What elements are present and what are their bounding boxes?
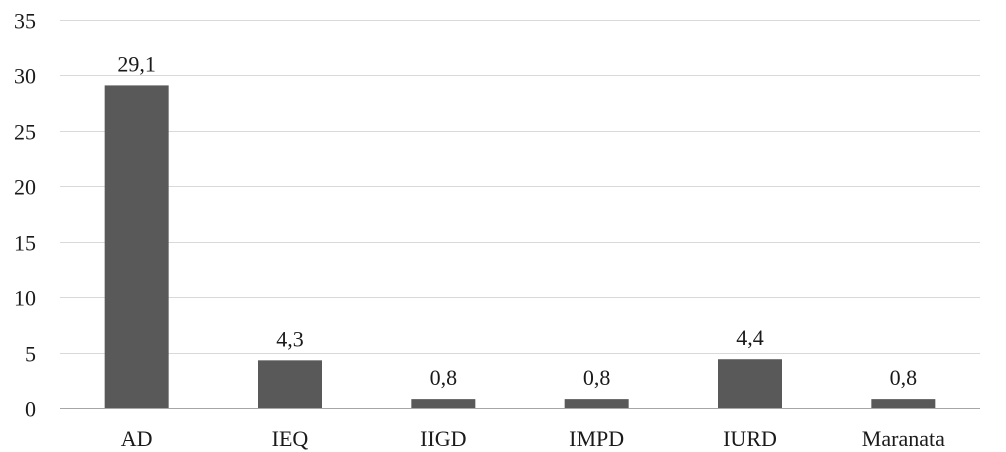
bar-iigd [411,399,476,408]
y-tick-label-15: 15 [14,231,36,256]
x-category-label-iigd: IIGD [420,426,466,451]
data-label-ad: 29,1 [117,51,156,76]
bar-maranata [871,399,936,408]
bars [104,85,936,409]
y-tick-label-0: 0 [25,397,36,422]
data-labels: 29,1 4,3 0,8 0,8 4,4 0,8 [117,51,917,390]
y-tick-label-35: 35 [14,9,36,34]
bar-ieq [258,360,322,408]
y-tick-label-10: 10 [14,286,36,311]
x-category-label-impd: IMPD [569,426,624,451]
x-category-label-ieq: IEQ [272,426,309,451]
data-label-iigd: 0,8 [430,365,458,390]
data-label-maranata: 0,8 [890,365,918,390]
y-tick-label-30: 30 [14,64,36,89]
data-label-ieq: 4,3 [276,326,304,351]
y-tick-label-20: 20 [14,175,36,200]
x-category-label-maranata: Maranata [862,426,945,451]
y-tick-label-5: 5 [25,342,36,367]
bar-ad [104,85,169,409]
bar-iurd [718,359,782,408]
data-label-iurd: 4,4 [736,325,764,350]
y-tick-label-25: 25 [14,120,36,145]
y-axis-tick-labels: 0 5 10 15 20 25 30 35 [14,9,36,422]
bar-impd [564,399,629,408]
data-label-impd: 0,8 [583,365,611,390]
x-category-label-ad: AD [121,426,153,451]
gridlines [60,20,980,354]
x-category-label-iurd: IURD [723,426,777,451]
x-axis-category-labels: AD IEQ IIGD IMPD IURD Maranata [121,426,945,451]
